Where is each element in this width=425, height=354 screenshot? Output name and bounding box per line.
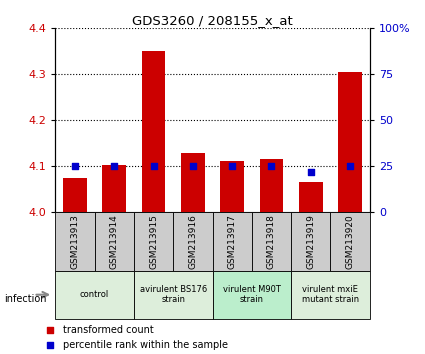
- Bar: [220, 161, 244, 212]
- Text: GSM213918: GSM213918: [267, 214, 276, 269]
- Text: GSM213920: GSM213920: [346, 214, 354, 269]
- Bar: [299, 182, 323, 212]
- Point: [307, 169, 314, 175]
- Bar: [134, 271, 212, 319]
- Point: [229, 164, 235, 169]
- Text: virulent M90T
strain: virulent M90T strain: [223, 285, 281, 304]
- Bar: [134, 212, 173, 271]
- Bar: [55, 271, 134, 319]
- Point: [190, 164, 196, 169]
- Text: control: control: [80, 290, 109, 299]
- Bar: [55, 212, 94, 271]
- Text: GSM213919: GSM213919: [306, 214, 315, 269]
- Bar: [173, 212, 212, 271]
- Bar: [338, 72, 362, 212]
- Point: [347, 164, 354, 169]
- Text: GSM213916: GSM213916: [188, 214, 197, 269]
- Text: percentile rank within the sample: percentile rank within the sample: [63, 340, 228, 350]
- Point: [111, 164, 118, 169]
- Bar: [260, 160, 283, 212]
- Bar: [102, 165, 126, 212]
- Title: GDS3260 / 208155_x_at: GDS3260 / 208155_x_at: [132, 14, 293, 27]
- Bar: [142, 51, 165, 212]
- Point: [150, 164, 157, 169]
- Text: transformed count: transformed count: [63, 325, 154, 335]
- Bar: [63, 178, 87, 212]
- Point: [71, 164, 78, 169]
- Text: GSM213913: GSM213913: [71, 214, 79, 269]
- Bar: [94, 212, 134, 271]
- Text: GSM213917: GSM213917: [228, 214, 237, 269]
- Bar: [291, 212, 331, 271]
- Point: [268, 164, 275, 169]
- Point: [294, 252, 301, 257]
- Text: virulent mxiE
mutant strain: virulent mxiE mutant strain: [302, 285, 359, 304]
- Point: [294, 114, 301, 120]
- Bar: [291, 271, 370, 319]
- Text: GSM213914: GSM213914: [110, 214, 119, 269]
- Bar: [252, 212, 291, 271]
- Bar: [181, 153, 204, 212]
- Bar: [212, 271, 291, 319]
- Bar: [331, 212, 370, 271]
- Bar: [212, 212, 252, 271]
- Text: avirulent BS176
strain: avirulent BS176 strain: [139, 285, 207, 304]
- Text: infection: infection: [4, 294, 47, 304]
- Text: GSM213915: GSM213915: [149, 214, 158, 269]
